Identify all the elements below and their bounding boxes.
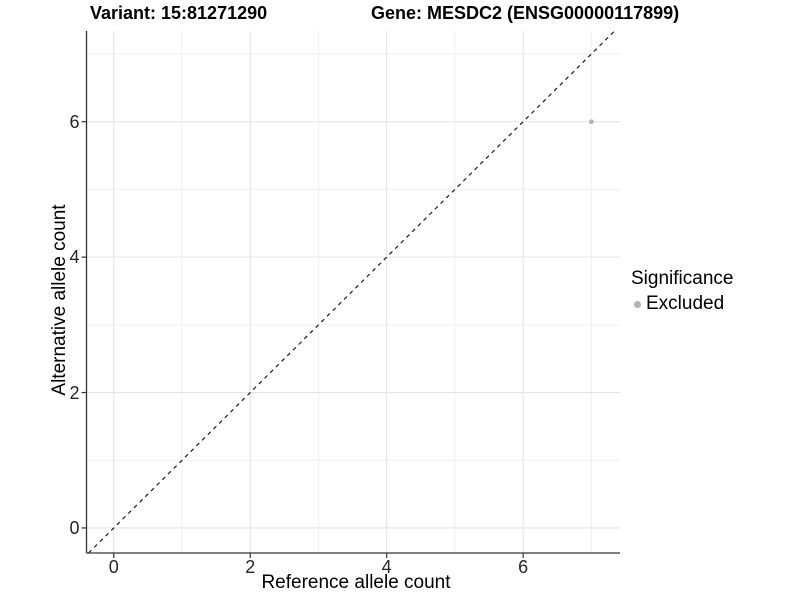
- legend: Significance Excluded: [631, 268, 733, 315]
- x-tick-label: 6: [518, 557, 529, 577]
- y-tick-label: 4: [69, 247, 80, 268]
- plot-title-variant: Variant: 15:81271290: [90, 3, 268, 23]
- x-tick-label: 0: [108, 557, 119, 577]
- y-tick-label: 6: [69, 111, 80, 132]
- x-tick-label: 4: [381, 557, 392, 577]
- y-axis-title: Alternative allele count: [49, 204, 70, 396]
- legend-title: Significance: [631, 268, 734, 289]
- plot-title-gene: Gene: MESDC2 (ENSG00000117899): [371, 3, 680, 23]
- data-point: [588, 119, 594, 125]
- x-tick-label: 2: [245, 557, 256, 577]
- x-axis-title: Reference allele count: [261, 572, 451, 593]
- y-tick-label: 0: [69, 517, 80, 538]
- identity-dashed-line: [88, 30, 615, 554]
- legend-item-label: Excluded: [646, 293, 725, 314]
- legend-point-icon: [634, 300, 641, 308]
- legend-item-excluded: Excluded: [631, 293, 733, 315]
- y-tick-label: 2: [69, 382, 80, 403]
